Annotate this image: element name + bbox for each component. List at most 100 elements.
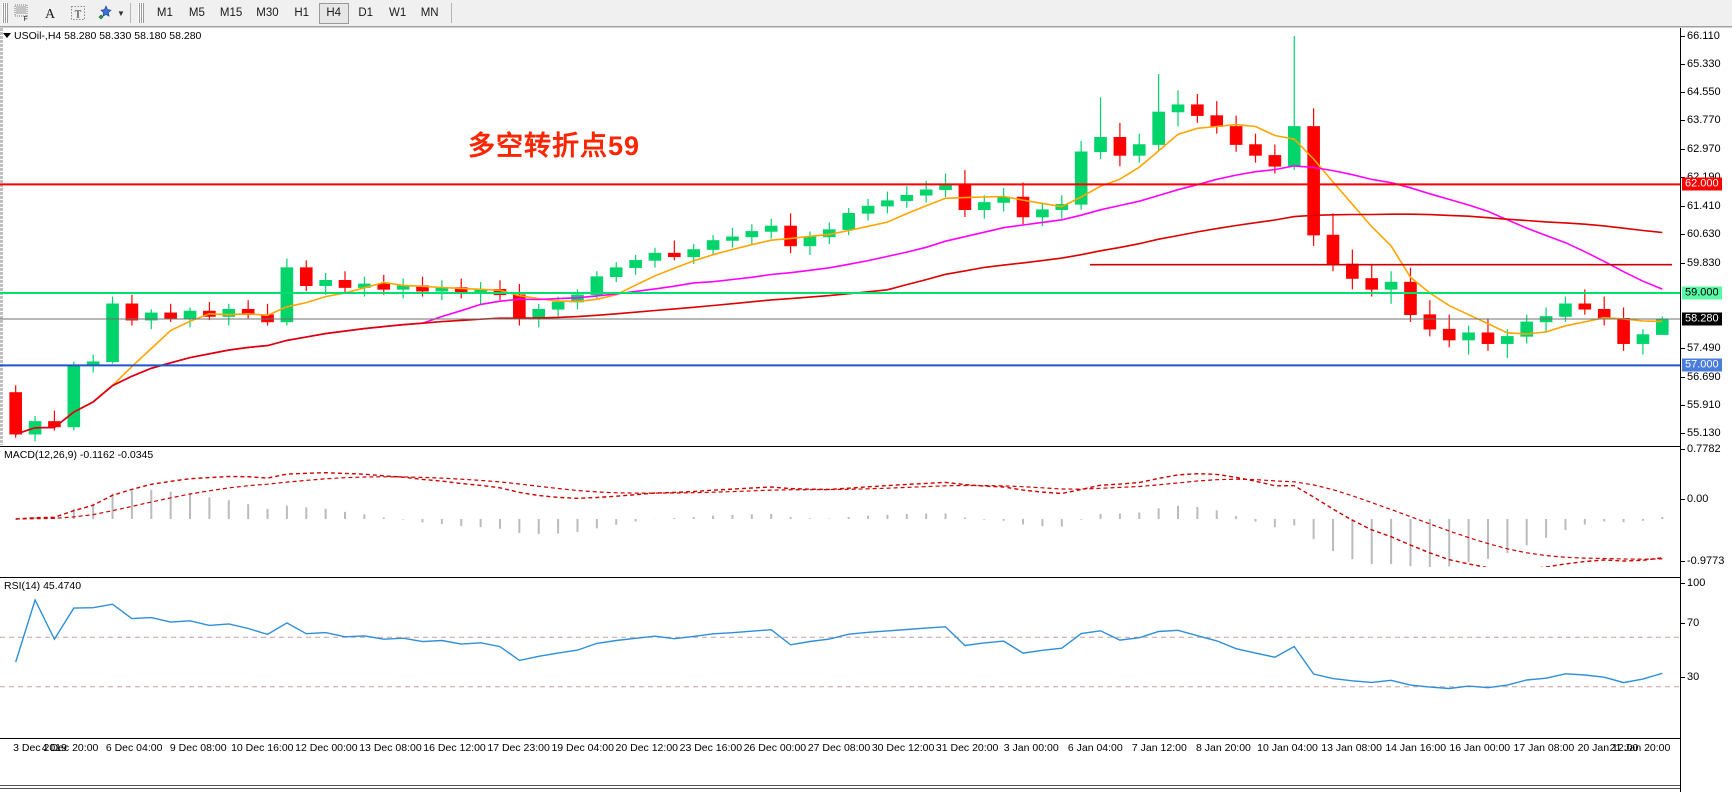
price-candles-layer [0,35,1680,442]
rsi-indicator-label: RSI(14) 45.4740 [4,580,82,592]
candle-body [1074,151,1088,205]
rsi-tick [1681,583,1685,584]
price-tick [1681,347,1685,349]
candle-body [1404,281,1417,315]
time-axis[interactable]: 3 Dec 2019 4 Dec 20:00 6 Dec 04:00 9 Dec 08… [0,738,1680,792]
time-axis-label: 30 Dec 12:00 [871,742,935,754]
candle-body [1326,234,1340,265]
text-label-icon[interactable]: A [37,2,63,24]
macd-tick-label: 0.7782 [1687,443,1721,456]
timeframe-m15[interactable]: M15 [219,7,243,19]
rsi-tick-label: 70 [1687,617,1700,630]
macd-signal-line [15,476,1663,560]
price-tag-58.280[interactable]: 58.280 [1682,312,1722,326]
axis-footer-line [0,785,1680,786]
candle-body [1249,144,1262,156]
price-tick-label: 65.330 [1687,57,1721,70]
rsi-pane[interactable]: RSI(14) 45.4740 [0,577,1680,738]
time-axis-label: 27 Dec 08:00 [807,742,871,754]
timeframe-h4[interactable]: H4 [318,2,349,24]
candle-body [803,236,817,247]
price-tick-label: 61.410 [1687,199,1721,212]
candle-body [67,365,81,428]
time-axis-label: 8 Jan 20:00 [1196,742,1251,754]
symbol-dropdown-caret-icon[interactable] [3,33,11,38]
candle-body [881,200,894,207]
price-tick-label: 66.110 [1687,29,1720,42]
chart-area[interactable]: 多空转折点59 USOil-,H4 58.280 58.330 58.180 5… [0,27,1732,792]
candle-body [106,303,119,363]
timeframe-drag-handle[interactable] [137,3,144,23]
price-tick [1681,433,1685,435]
svg-text:F: F [23,16,27,22]
timeframe-h1[interactable]: H1 [294,7,310,19]
axis-footer-line-2 [0,788,1680,789]
candle-body [1171,104,1185,113]
toolbar-drag-handle[interactable] [2,3,8,23]
timeframe-group: M1 M5 M15 M30 H1 H4 D1 W1 MN [149,2,446,24]
candle-body [183,310,197,319]
symbol-ohlc-label: USOil-,H4 58.280 58.330 58.180 58.280 [14,30,202,42]
price-axis[interactable]: 66.110 65.330 64.550 63.770 62.970 62.190 61.4… [1680,28,1732,792]
macd-tick [1681,449,1685,451]
time-axis-label: 4 Dec 20:00 [41,742,99,754]
candle-body [1365,278,1379,290]
price-tick [1681,205,1685,207]
candle-body [1462,332,1475,341]
price-pane[interactable]: 多空转折点59 [0,28,1680,445]
price-tag-62.000[interactable]: 62.000 [1682,177,1722,191]
main-toolbar: F A T ▼ M1 M5 M15 M30 H1 H4 D1 W1 MN [0,0,1732,27]
timeframe-m30[interactable]: M30 [256,7,279,19]
time-axis-label: 20 Dec 12:00 [615,742,678,754]
candle-body [745,231,759,238]
shapes-icon[interactable] [93,2,119,24]
macd-tick [1681,561,1685,563]
price-tick [1681,120,1685,122]
rsi-line [15,598,1663,690]
macd-tick-label: 0.00 [1687,492,1709,505]
candle-body [280,267,294,323]
candle-body [513,294,526,319]
text-box-icon[interactable]: T [65,2,91,24]
candle-body [1423,314,1437,330]
timeframe-m5[interactable]: M5 [188,7,205,19]
macd-pane[interactable]: MACD(12,26,9) -0.1162 -0.0345 [0,446,1680,567]
candle-body [590,276,604,296]
timeframe-m1[interactable]: M1 [156,7,173,19]
price-tick-label: 62.190 [1687,172,1721,183]
time-axis-label: 16 Dec 12:00 [423,742,486,754]
timeframe-mn[interactable]: MN [420,7,439,19]
price-tick [1681,262,1685,264]
price-tick-label: 55.910 [1687,398,1721,411]
time-axis-label: 13 Jan 08:00 [1321,742,1382,754]
candle-body [900,194,914,201]
timeframe-w1[interactable]: W1 [389,7,407,19]
price-tag-57.000[interactable]: 57.000 [1682,358,1722,372]
toolbar-separator [129,3,131,23]
time-axis-label: 13 Dec 08:00 [359,742,422,754]
candle-body [706,240,720,250]
price-tick-label: 55.130 [1687,427,1721,440]
shapes-dropdown-caret-icon[interactable]: ▼ [117,8,125,18]
price-tick [1681,376,1685,378]
timeframe-d1[interactable]: D1 [358,7,374,19]
time-axis-label: 17 Dec 23:00 [487,742,550,754]
candle-body [222,308,236,317]
candle-body [629,260,642,268]
time-axis-label: 6 Dec 04:00 [105,742,163,754]
candle-body [1210,115,1224,127]
price-tag-59.000[interactable]: 59.000 [1682,286,1722,300]
candle-body [919,189,933,196]
macd-tick-label: -0.9773 [1687,555,1725,568]
price-tick-label: 60.630 [1687,227,1721,240]
crosshair-f-icon[interactable]: F [9,2,35,24]
left-edge-marker [0,28,3,445]
candle-body [551,301,565,310]
price-tick-label: 62.970 [1687,143,1721,156]
candle-body [1036,209,1049,218]
candle-body [338,279,352,288]
price-tick [1681,404,1685,406]
time-axis-label: 21 Jan 20:00 [1609,742,1671,754]
price-tick-label: 57.490 [1687,341,1721,354]
candle-body [164,312,177,319]
